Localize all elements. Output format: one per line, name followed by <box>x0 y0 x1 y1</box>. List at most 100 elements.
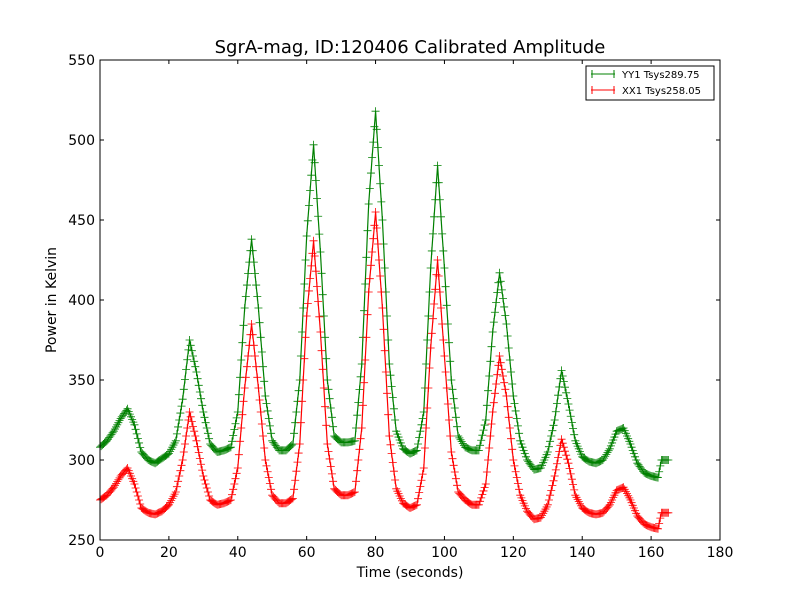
data-point <box>323 440 332 448</box>
data-point <box>288 440 297 448</box>
data-point <box>106 432 115 440</box>
data-point <box>174 477 183 486</box>
data-point <box>548 481 557 490</box>
data-point <box>200 476 209 484</box>
data-point <box>252 362 261 371</box>
data-point <box>389 404 398 413</box>
data-point <box>558 372 567 380</box>
data-point <box>350 488 359 496</box>
data-point <box>544 496 553 504</box>
data-point <box>375 161 383 170</box>
data-point <box>451 474 460 483</box>
data-point <box>570 430 579 439</box>
data-point <box>441 368 450 376</box>
data-point <box>465 445 474 454</box>
data-point <box>133 492 142 500</box>
data-point <box>385 432 394 440</box>
data-point <box>414 440 423 448</box>
data-point <box>187 417 196 426</box>
data-point <box>189 352 197 360</box>
data-point <box>296 418 305 427</box>
data-point <box>236 437 245 446</box>
data-point <box>329 422 338 431</box>
data-point <box>232 469 241 478</box>
data-point <box>567 418 576 427</box>
data-point <box>230 480 239 488</box>
data-point <box>623 489 631 498</box>
data-point <box>295 440 304 448</box>
data-point <box>442 301 451 310</box>
data-point <box>197 460 206 469</box>
data-point <box>358 401 367 410</box>
data-point <box>490 308 499 317</box>
data-point <box>435 288 444 296</box>
data-point <box>260 377 269 386</box>
data-point <box>230 425 239 434</box>
data-point <box>268 436 277 445</box>
plot-frame <box>99 59 721 541</box>
data-point <box>177 402 186 411</box>
x-tick-label: 100 <box>431 545 458 561</box>
data-point <box>360 378 369 387</box>
data-point <box>164 449 173 458</box>
data-point <box>293 458 302 467</box>
data-point <box>292 408 301 416</box>
data-point <box>307 171 316 180</box>
data-point <box>464 444 473 453</box>
data-point <box>570 485 579 494</box>
data-point <box>317 346 326 355</box>
data-point <box>502 320 511 328</box>
data-point <box>509 456 518 464</box>
data-point <box>547 432 556 440</box>
data-point <box>489 318 498 327</box>
data-point <box>500 378 509 387</box>
data-point <box>319 312 328 320</box>
data-point <box>388 458 397 467</box>
data-point <box>569 424 578 433</box>
data-point <box>168 443 177 452</box>
data-point <box>446 357 455 366</box>
data-point <box>191 362 200 371</box>
data-point <box>299 376 308 384</box>
data-point <box>203 429 212 438</box>
data-point <box>448 385 457 394</box>
data-point <box>497 365 506 374</box>
data-point <box>572 493 581 502</box>
data-point <box>486 357 495 366</box>
data-point <box>457 437 466 446</box>
data-point <box>442 384 451 392</box>
data-point <box>387 449 396 458</box>
data-point <box>201 480 210 488</box>
data-point <box>362 333 371 342</box>
data-point <box>193 442 202 451</box>
data-point <box>225 496 234 505</box>
data-point <box>205 492 214 500</box>
data-point <box>311 176 320 185</box>
data-point <box>501 385 510 394</box>
data-point <box>409 448 418 456</box>
data-point <box>431 285 440 294</box>
data-point <box>307 261 316 270</box>
data-point <box>318 290 327 299</box>
data-point <box>479 486 488 495</box>
data-point <box>256 408 265 416</box>
data-point <box>166 498 175 507</box>
data-point <box>386 371 395 380</box>
data-point <box>259 432 268 440</box>
data-point <box>166 447 175 456</box>
data-point <box>180 440 189 448</box>
data-point <box>625 493 634 502</box>
data-point <box>493 288 502 297</box>
data-point <box>114 418 123 427</box>
data-point <box>433 161 442 170</box>
data-point <box>538 511 547 520</box>
data-point <box>423 404 432 412</box>
data-point <box>561 383 569 392</box>
data-point <box>177 461 186 470</box>
data-point <box>488 328 497 336</box>
data-point <box>546 491 555 500</box>
data-point <box>497 285 506 294</box>
data-point <box>309 140 318 149</box>
data-point <box>474 446 483 455</box>
data-point <box>380 346 389 355</box>
